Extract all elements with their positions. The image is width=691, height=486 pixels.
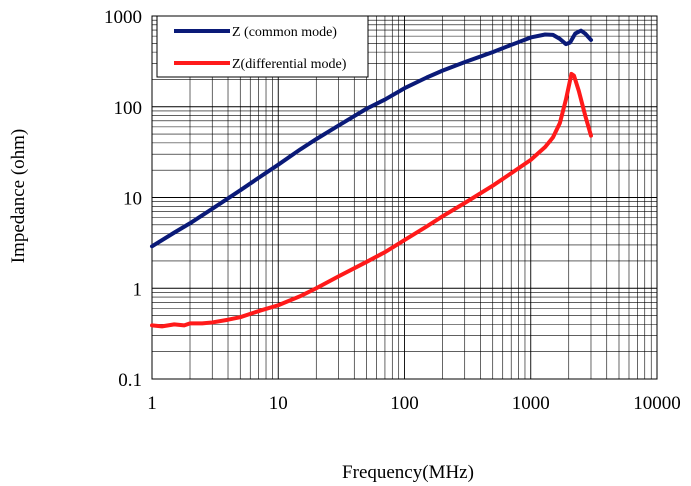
x-tick-labels: 1 10 100 1000 10000 [147,393,681,414]
x-tick-label: 1000 [512,393,550,414]
x-axis-label: Frequency(MHz) [342,462,474,483]
x-tick-label: 10000 [633,393,681,414]
x-tick-label: 100 [390,393,419,414]
y-axis-label: Impedance (ohm) [8,129,29,264]
y-tick-labels: 0.1 1 10 100 1000 [104,7,142,391]
x-tick-label: 10 [269,393,288,414]
x-tick-label: 1 [147,393,157,414]
y-tick-label: 10 [123,189,142,210]
y-tick-label: 0.1 [118,370,142,391]
y-tick-label: 1000 [104,7,142,28]
legend: Z (common mode) Z(differential mode) [156,15,369,78]
y-tick-label: 1 [133,279,143,300]
y-tick-label: 100 [114,98,143,119]
plot-frame [151,15,658,380]
legend-box [156,15,369,78]
series-layer [150,28,593,329]
series-line-differential-mode [150,71,593,329]
legend-label-common-mode: Z (common mode) [232,25,337,40]
legend-label-differential-mode: Z(differential mode) [232,57,347,72]
series-line-common-mode [150,28,593,249]
